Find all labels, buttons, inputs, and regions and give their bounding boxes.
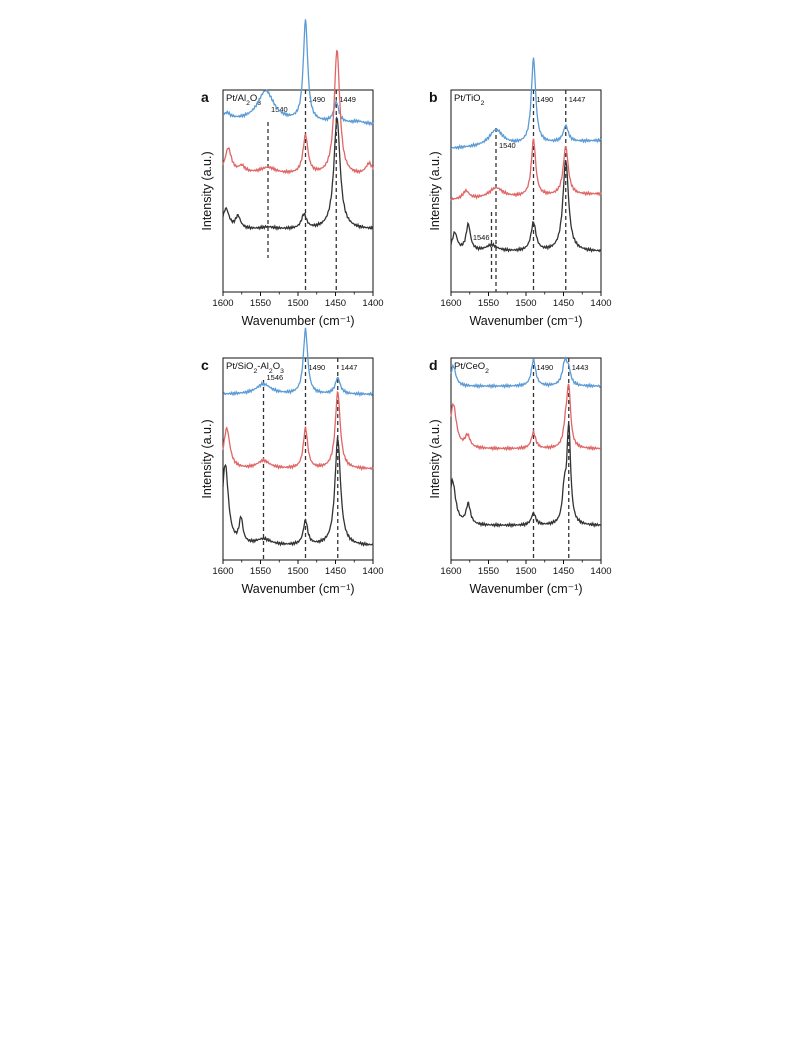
series-line-middle xyxy=(450,138,602,201)
x-tick-label: 1450 xyxy=(553,566,574,577)
panel-d: 1600 1550 1500 1450 1400 Wavenumber (cm⁻¹) Int… xyxy=(428,356,612,596)
series-line-top xyxy=(450,356,602,390)
series-line-bottom xyxy=(222,116,374,232)
reference-label-1490: 1490 xyxy=(309,95,326,104)
panel-a: 1600 1550 1500 1450 1400 Wavenumber (cm⁻¹) Int… xyxy=(200,19,384,328)
reference-label-1546: 1546 xyxy=(267,373,284,382)
panel-b: 1600 1550 1500 1450 1400 Wavenumber (cm⁻¹) Int… xyxy=(428,57,612,328)
x-axis-label: Wavenumber (cm⁻¹) xyxy=(241,314,354,328)
panel-title: Pt/Al2O3 xyxy=(226,93,261,107)
plot-frame xyxy=(222,89,374,293)
x-tick-label: 1550 xyxy=(250,566,271,577)
series-line-middle xyxy=(222,49,374,175)
plot-frame xyxy=(222,357,374,561)
series-line-top xyxy=(222,327,374,398)
reference-label-1490: 1490 xyxy=(537,363,554,372)
x-tick-label: 1400 xyxy=(590,566,611,577)
x-tick-label: 1500 xyxy=(287,566,308,577)
reference-label-1540: 1540 xyxy=(271,105,288,114)
series-line-top xyxy=(222,19,374,127)
x-tick-label: 1600 xyxy=(212,298,233,309)
x-tick-label: 1550 xyxy=(250,298,271,309)
y-axis-label: Intensity (a.u.) xyxy=(200,151,214,230)
x-tick-label: 1600 xyxy=(440,566,461,577)
panel-c: 1600 1550 1500 1450 1400 Wavenumber (cm⁻¹) Int… xyxy=(200,327,384,596)
series-line-bottom xyxy=(450,159,602,253)
x-tick-label: 1500 xyxy=(287,298,308,309)
panel-title: Pt/SiO2-Al2O3 xyxy=(226,361,284,375)
x-tick-label: 1550 xyxy=(478,298,499,309)
reference-label-1449: 1449 xyxy=(339,95,356,104)
series-line-middle xyxy=(222,390,374,472)
reference-label-1447: 1447 xyxy=(569,95,586,104)
panel-letter: a xyxy=(201,89,209,105)
x-tick-label: 1450 xyxy=(325,298,346,309)
x-tick-label: 1600 xyxy=(212,566,233,577)
x-tick-label: 1400 xyxy=(362,298,383,309)
y-axis-label: Intensity (a.u.) xyxy=(428,419,442,498)
x-axis-label: Wavenumber (cm⁻¹) xyxy=(241,582,354,596)
x-tick-label: 1450 xyxy=(325,566,346,577)
panel-letter: b xyxy=(429,89,438,105)
plot-frame xyxy=(450,357,602,561)
panel-title: Pt/TiO2 xyxy=(454,93,485,107)
x-tick-label: 1600 xyxy=(440,298,461,309)
y-axis-label: Intensity (a.u.) xyxy=(200,419,214,498)
series-line-top xyxy=(450,57,602,151)
x-tick-label: 1450 xyxy=(553,298,574,309)
series-line-bottom xyxy=(450,421,602,529)
series-line-middle xyxy=(450,383,602,452)
reference-label-1443: 1443 xyxy=(572,363,589,372)
x-axis-label: Wavenumber (cm⁻¹) xyxy=(469,314,582,328)
x-tick-label: 1500 xyxy=(515,298,536,309)
x-tick-label: 1500 xyxy=(515,566,536,577)
y-axis-label: Intensity (a.u.) xyxy=(428,151,442,230)
x-tick-label: 1400 xyxy=(362,566,383,577)
series-line-bottom xyxy=(222,436,374,547)
panel-letter: d xyxy=(429,357,438,373)
reference-label-1490: 1490 xyxy=(309,363,326,372)
reference-label-1546: 1546 xyxy=(473,233,490,242)
panel-title: Pt/CeO2 xyxy=(454,361,489,375)
reference-label-1540: 1540 xyxy=(499,141,516,150)
reference-label-1447: 1447 xyxy=(341,363,358,372)
x-axis-label: Wavenumber (cm⁻¹) xyxy=(469,582,582,596)
panel-letter: c xyxy=(201,357,209,373)
x-tick-label: 1400 xyxy=(590,298,611,309)
reference-label-1490: 1490 xyxy=(537,95,554,104)
x-tick-label: 1550 xyxy=(478,566,499,577)
